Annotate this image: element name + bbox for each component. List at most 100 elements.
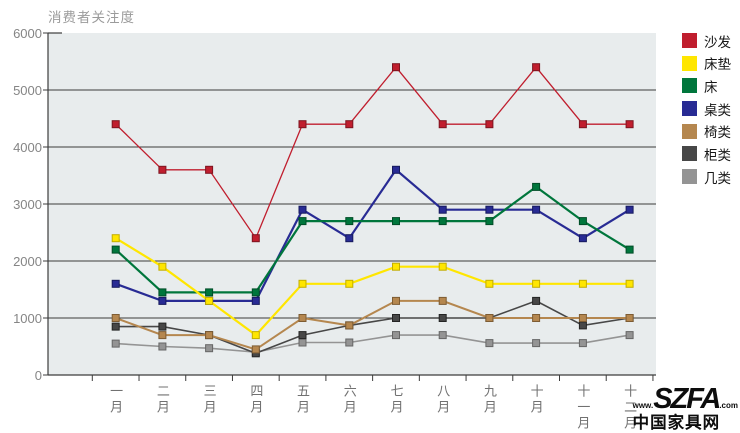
data-point-marker bbox=[438, 331, 447, 340]
legend-label: 床垫 bbox=[704, 57, 731, 73]
data-point-marker bbox=[625, 279, 634, 288]
data-point-marker bbox=[578, 120, 587, 129]
data-point-marker bbox=[578, 314, 587, 322]
data-point-marker bbox=[532, 296, 541, 305]
szfa-logo-wordmark: www. SZFA .com bbox=[632, 382, 738, 415]
data-point-marker bbox=[298, 205, 307, 214]
data-point-marker bbox=[158, 342, 167, 351]
data-point-marker bbox=[532, 205, 541, 214]
data-point-marker bbox=[205, 165, 214, 174]
data-point-marker bbox=[158, 165, 167, 174]
data-point-marker bbox=[485, 279, 494, 288]
data-point-marker bbox=[111, 120, 120, 129]
data-point-marker bbox=[251, 234, 260, 243]
data-point-marker bbox=[205, 331, 214, 340]
data-point-marker bbox=[251, 288, 260, 297]
data-point-marker bbox=[158, 288, 167, 297]
data-point-marker bbox=[298, 279, 307, 288]
legend-label: 沙发 bbox=[704, 34, 731, 50]
tables-swatch-icon bbox=[682, 101, 697, 117]
logo-brand-text: SZFA bbox=[653, 382, 721, 415]
legend-label: 柜类 bbox=[704, 147, 731, 163]
cabinets-swatch-icon bbox=[682, 146, 697, 162]
legend-item-chairs: 椅类 bbox=[682, 123, 731, 140]
legend-item-side-tables: 几类 bbox=[682, 169, 731, 186]
data-point-marker bbox=[625, 331, 634, 340]
data-point-marker bbox=[251, 345, 260, 354]
data-point-marker bbox=[485, 205, 494, 214]
data-point-marker bbox=[392, 63, 400, 72]
data-point-marker bbox=[158, 331, 167, 340]
data-point-marker bbox=[392, 262, 400, 271]
x-axis-label: 二月 bbox=[154, 384, 170, 416]
data-point-marker bbox=[392, 314, 400, 322]
y-axis-label: 1000 bbox=[13, 310, 42, 326]
series-line-4 bbox=[115, 299, 630, 351]
legend-item-sofa: 沙发 bbox=[682, 33, 731, 50]
x-axis-label: 四月 bbox=[248, 384, 264, 416]
x-axis-label: 七月 bbox=[388, 384, 404, 416]
data-point-marker bbox=[205, 344, 214, 353]
data-point-marker bbox=[532, 314, 541, 322]
x-axis-label: 十一月 bbox=[575, 384, 591, 432]
data-point-marker bbox=[111, 245, 120, 254]
data-point-marker bbox=[438, 217, 447, 226]
data-point-marker bbox=[392, 296, 400, 305]
y-axis-label: 3000 bbox=[13, 196, 42, 212]
data-point-marker bbox=[532, 279, 541, 288]
bed-swatch-icon bbox=[682, 78, 697, 94]
legend-item-cabinets: 柜类 bbox=[682, 146, 731, 163]
legend-label: 桌类 bbox=[704, 102, 731, 118]
data-point-marker bbox=[578, 339, 587, 348]
y-axis-label: 6000 bbox=[13, 25, 42, 41]
x-axis-label: 六月 bbox=[341, 384, 357, 416]
y-axis-label: 0 bbox=[34, 367, 42, 383]
legend-item-mattress: 床垫 bbox=[682, 55, 731, 73]
data-point-marker bbox=[625, 245, 634, 254]
data-point-marker bbox=[438, 314, 447, 322]
series-line-3 bbox=[115, 168, 631, 302]
y-axis-label: 5000 bbox=[13, 82, 42, 98]
data-point-marker bbox=[345, 217, 354, 226]
legend-label: 床 bbox=[704, 79, 718, 95]
x-axis-label: 三月 bbox=[201, 384, 217, 416]
data-point-marker bbox=[485, 217, 494, 226]
data-point-marker bbox=[251, 331, 260, 340]
data-point-marker bbox=[205, 296, 214, 305]
data-point-marker bbox=[111, 314, 120, 322]
data-point-marker bbox=[438, 296, 447, 305]
data-point-marker bbox=[111, 339, 120, 348]
data-point-marker bbox=[485, 339, 494, 348]
side-tables-swatch-icon bbox=[682, 169, 697, 185]
data-point-marker bbox=[392, 217, 400, 226]
data-point-marker bbox=[485, 314, 494, 322]
data-point-marker bbox=[111, 234, 120, 243]
data-point-marker bbox=[345, 279, 354, 288]
data-point-marker bbox=[205, 288, 214, 297]
x-axis-label: 九月 bbox=[481, 384, 497, 416]
series-line-1 bbox=[115, 237, 630, 337]
data-point-marker bbox=[438, 120, 447, 129]
logo-com-text: .com bbox=[719, 400, 738, 410]
x-axis-label: 五月 bbox=[295, 384, 311, 416]
legend: 沙发 床垫 床 桌类 椅类 柜类 几类 bbox=[682, 33, 731, 192]
sofa-swatch-icon bbox=[682, 33, 697, 48]
data-point-marker bbox=[298, 331, 307, 340]
data-point-marker bbox=[578, 279, 587, 288]
series-line-0 bbox=[115, 66, 630, 240]
data-point-marker bbox=[532, 63, 541, 72]
data-point-marker bbox=[298, 120, 307, 129]
data-point-marker bbox=[578, 234, 587, 243]
series-line-5 bbox=[115, 300, 630, 355]
data-point-marker bbox=[111, 279, 120, 288]
x-axis-label: 十月 bbox=[528, 384, 544, 416]
logo-www-text: www. bbox=[632, 400, 654, 410]
data-point-marker bbox=[345, 120, 354, 129]
x-axis-label: 一月 bbox=[108, 384, 124, 416]
data-point-marker bbox=[345, 321, 354, 330]
data-point-marker bbox=[251, 296, 260, 305]
data-point-marker bbox=[438, 205, 447, 214]
data-point-marker bbox=[532, 182, 541, 191]
